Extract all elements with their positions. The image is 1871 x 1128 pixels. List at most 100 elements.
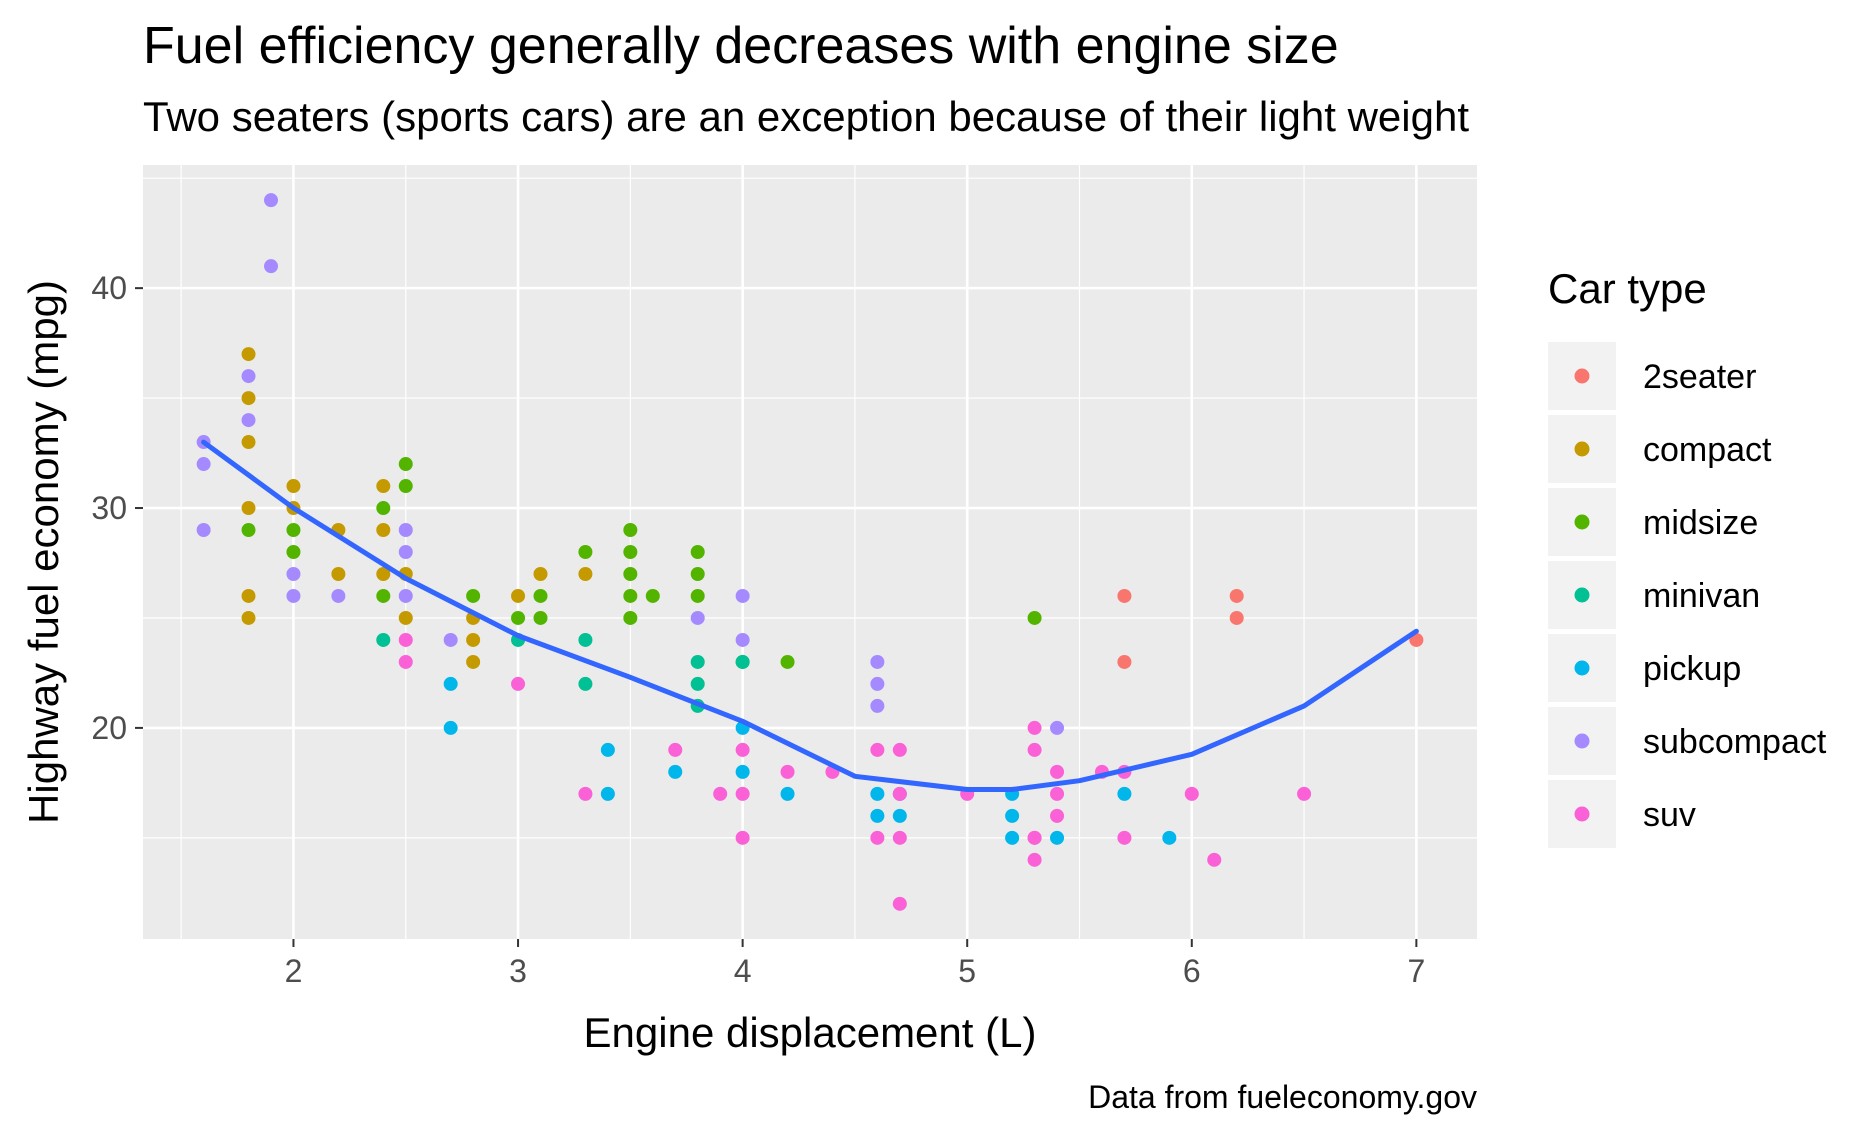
point-subcompact-13: [443, 632, 458, 647]
data-points: [196, 193, 1424, 911]
point-midsize-0: [241, 523, 256, 538]
point-midsize-7: [466, 588, 481, 603]
grid-major: [143, 165, 1477, 939]
point-midsize-3: [376, 501, 391, 516]
point-suv-14: [892, 786, 907, 801]
point-suv-4: [668, 742, 683, 757]
point-suv-19: [1027, 742, 1042, 757]
legend-label-minivan: minivan: [1643, 577, 1760, 615]
point-subcompact-2: [196, 523, 211, 538]
point-pickup-15: [1050, 830, 1065, 845]
legend-label-pickup: pickup: [1643, 650, 1741, 688]
point-compact-3: [241, 501, 256, 516]
point-suv-9: [780, 764, 795, 779]
legend-label-compact: compact: [1643, 431, 1772, 469]
point-suv-30: [1207, 852, 1222, 867]
point-suv-12: [870, 830, 885, 845]
x-tick-label-3: 5: [958, 953, 976, 989]
point-midsize-18: [690, 545, 705, 559]
y-tick-label-0: 20: [91, 710, 127, 746]
point-subcompact-15: [735, 588, 750, 603]
point-suv-8: [735, 830, 750, 845]
point-minivan-2: [578, 632, 593, 647]
legend-key-minivan: [1574, 587, 1590, 603]
x-tick-label-5: 7: [1407, 953, 1425, 989]
legend-item-subcompact: subcompact: [1548, 707, 1827, 775]
point-midsize-20: [690, 588, 705, 603]
legend-title: Car type: [1548, 265, 1707, 312]
legend-item-2seater: 2seater: [1548, 342, 1756, 410]
legend-key-suv: [1574, 806, 1590, 822]
legend-item-suv: suv: [1548, 780, 1696, 848]
point-subcompact-4: [241, 413, 256, 428]
point-suv-3: [578, 786, 593, 801]
point-suv-18: [1027, 720, 1042, 735]
point-midsize-12: [623, 523, 638, 538]
point-pickup-11: [892, 808, 907, 823]
point-compact-17: [466, 654, 481, 669]
point-pickup-9: [870, 808, 885, 823]
point-minivan-4: [690, 654, 705, 669]
point-suv-6: [735, 742, 750, 757]
point-pickup-6: [735, 764, 750, 779]
legend-key-midsize: [1574, 514, 1590, 530]
point-subcompact-1: [196, 457, 211, 472]
point-suv-31: [1297, 786, 1312, 801]
x-tick-label-4: 6: [1183, 953, 1201, 989]
point-midsize-10: [533, 610, 548, 625]
point-midsize-2: [286, 545, 301, 559]
point-subcompact-16: [735, 632, 750, 647]
point-midsize-8: [511, 610, 526, 625]
point-pickup-3: [600, 786, 615, 801]
point-subcompact-7: [286, 566, 301, 581]
point-minivan-0: [376, 632, 391, 647]
y-axis-title: Highway fuel economy (mpg): [20, 280, 67, 824]
point-suv-25: [1050, 808, 1065, 823]
point-midsize-13: [623, 545, 638, 559]
point-midsize-15: [623, 588, 638, 603]
legend-item-midsize: midsize: [1548, 488, 1758, 556]
chart-caption: Data from fueleconomy.gov: [1088, 1079, 1477, 1115]
point-subcompact-14: [690, 610, 705, 625]
point-minivan-5: [690, 676, 705, 691]
legend-label-midsize: midsize: [1643, 504, 1758, 542]
point-suv-7: [735, 786, 750, 801]
point-pickup-13: [1005, 808, 1020, 823]
point-subcompact-12: [398, 588, 413, 603]
point-subcompact-19: [870, 698, 885, 713]
series-midsize: [241, 457, 1042, 669]
point-pickup-14: [1005, 830, 1020, 845]
point-compact-18: [511, 588, 526, 603]
point-pickup-8: [870, 786, 885, 801]
point-pickup-16: [1117, 786, 1132, 801]
point-compact-6: [286, 479, 301, 494]
y-axis-ticks: 20 30 40: [91, 270, 143, 746]
legend: 2seater compact midsize minivan pickup subcom…: [1548, 342, 1827, 848]
legend-key-subcompact: [1574, 733, 1590, 749]
point-subcompact-9: [331, 588, 346, 603]
legend-item-compact: compact: [1548, 415, 1772, 483]
point-pickup-2: [600, 742, 615, 757]
point-suv-28: [1117, 830, 1132, 845]
point-2seater-0: [1117, 588, 1132, 603]
trend-line-group: [201, 439, 1419, 792]
point-midsize-23: [1027, 610, 1042, 625]
legend-item-pickup: pickup: [1548, 634, 1741, 702]
point-suv-13: [892, 742, 907, 757]
point-minivan-3: [578, 676, 593, 691]
legend-key-compact: [1574, 441, 1590, 457]
point-compact-20: [578, 566, 593, 581]
point-compact-4: [241, 588, 256, 603]
point-midsize-14: [623, 566, 638, 581]
point-2seater-3: [1229, 610, 1244, 625]
x-tick-label-2: 4: [734, 953, 752, 989]
point-suv-5: [713, 786, 728, 801]
point-compact-12: [376, 566, 391, 581]
point-compact-11: [376, 523, 391, 538]
point-midsize-17: [645, 588, 660, 603]
smooth-trend-line: [201, 439, 1419, 792]
point-compact-5: [241, 610, 256, 625]
x-axis-ticks: 2 3 4 5 6 7: [285, 939, 1425, 989]
point-subcompact-11: [398, 545, 413, 559]
